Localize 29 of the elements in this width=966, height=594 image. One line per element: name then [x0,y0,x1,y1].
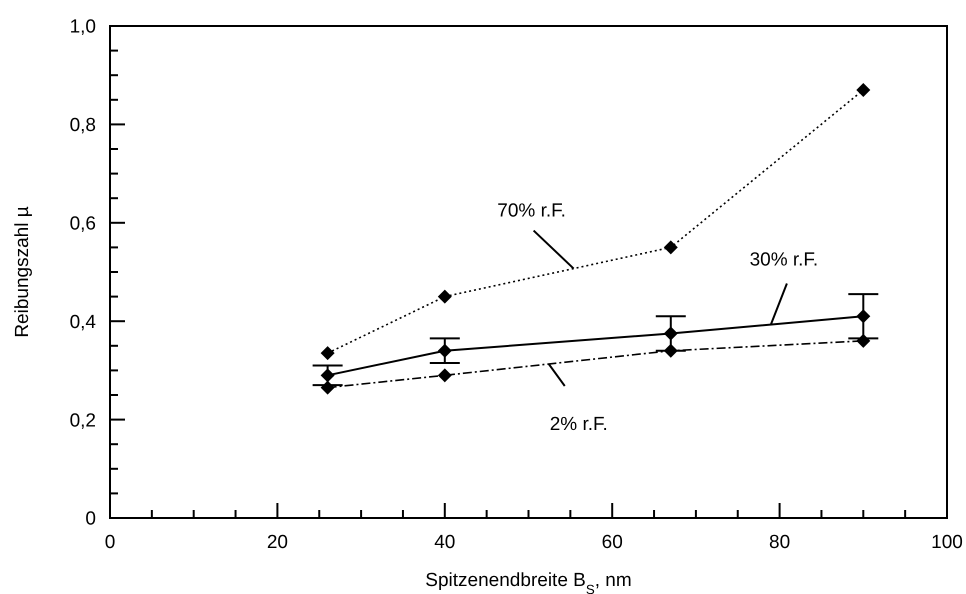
point [664,344,678,358]
point [438,344,452,358]
point [320,380,335,395]
point [856,334,870,348]
point [856,309,870,324]
y-tick-label: 0,2 [70,410,96,432]
point [320,346,335,360]
point [664,240,678,254]
x-axis-title: Spitzenendbreite B$_{S}$, nm [425,570,632,594]
y-tick-label: 0,6 [70,213,96,234]
point [856,82,870,97]
x-tick-label: 100 [931,532,963,553]
x-tick-label: 20 [266,532,288,553]
y-tick-label: 0,8 [70,115,96,136]
y-axis-title: Reibungszahl µ [12,206,33,338]
point [320,368,335,382]
y-tick-label: 0,4 [70,312,96,333]
point [438,290,452,304]
text: 70% r.F. [497,200,566,222]
x-tick-label: 80 [769,532,790,553]
x-tick-label: 40 [434,532,456,553]
point [664,326,678,340]
x-tick-label: 60 [602,532,623,553]
y-tick-label: 0 [85,508,96,530]
x-tick-label: 0 [104,532,116,553]
text: 2% r.F. [550,414,608,436]
point [438,368,452,382]
text: 30% r.F. [750,250,818,271]
y-tick-label: 1,0 [70,16,96,38]
